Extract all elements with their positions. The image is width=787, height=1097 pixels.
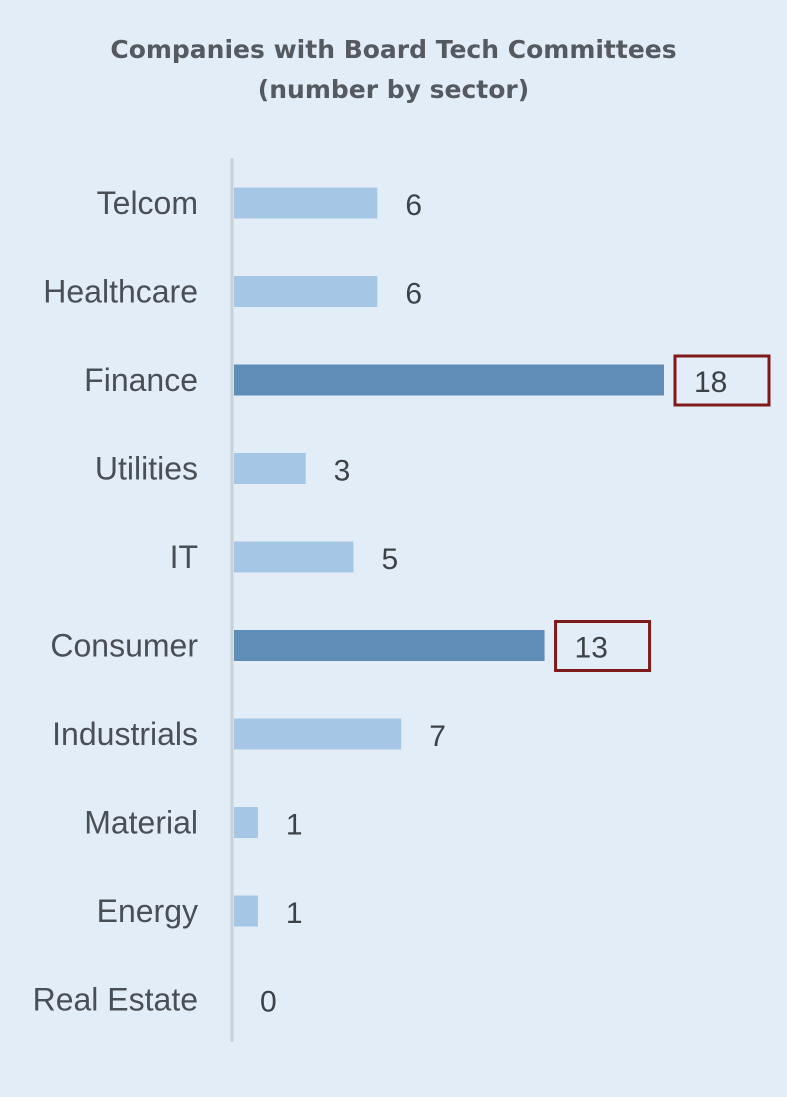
bar [234, 807, 258, 838]
highlight-box [673, 354, 771, 407]
value-label: 0 [260, 986, 277, 1019]
bar [234, 541, 354, 573]
category-label: Telcom [97, 185, 198, 221]
bar [234, 187, 378, 219]
category-label: Energy [97, 893, 198, 929]
bar [234, 895, 258, 927]
category-label: Finance [84, 362, 198, 398]
value-label: 3 [334, 455, 351, 488]
bar [234, 276, 378, 307]
chart-title-line-2: (number by sector) [257, 75, 530, 104]
value-label: 6 [405, 278, 422, 311]
category-label: Real Estate [33, 982, 198, 1018]
value-label: 1 [286, 897, 303, 930]
value-label: 13 [575, 632, 608, 665]
category-label: Utilities [95, 451, 198, 487]
value-label: 7 [429, 720, 446, 753]
highlight-box [554, 620, 652, 672]
category-label: Consumer [50, 628, 198, 664]
bar [234, 453, 306, 484]
value-label: 6 [405, 189, 422, 222]
chart-title-line-1: Companies with Board Tech Committees [110, 35, 677, 64]
category-label: Healthcare [43, 274, 198, 310]
value-label: 1 [286, 809, 303, 842]
chart-title: Companies with Board Tech Committees (nu… [0, 30, 787, 110]
category-label: Material [84, 805, 198, 841]
value-label: 18 [694, 366, 727, 399]
bar [234, 630, 545, 661]
category-label: IT [170, 539, 198, 575]
bar [234, 718, 402, 750]
value-label: 5 [381, 543, 398, 576]
category-label: Industrials [52, 716, 198, 752]
bar [234, 364, 664, 396]
